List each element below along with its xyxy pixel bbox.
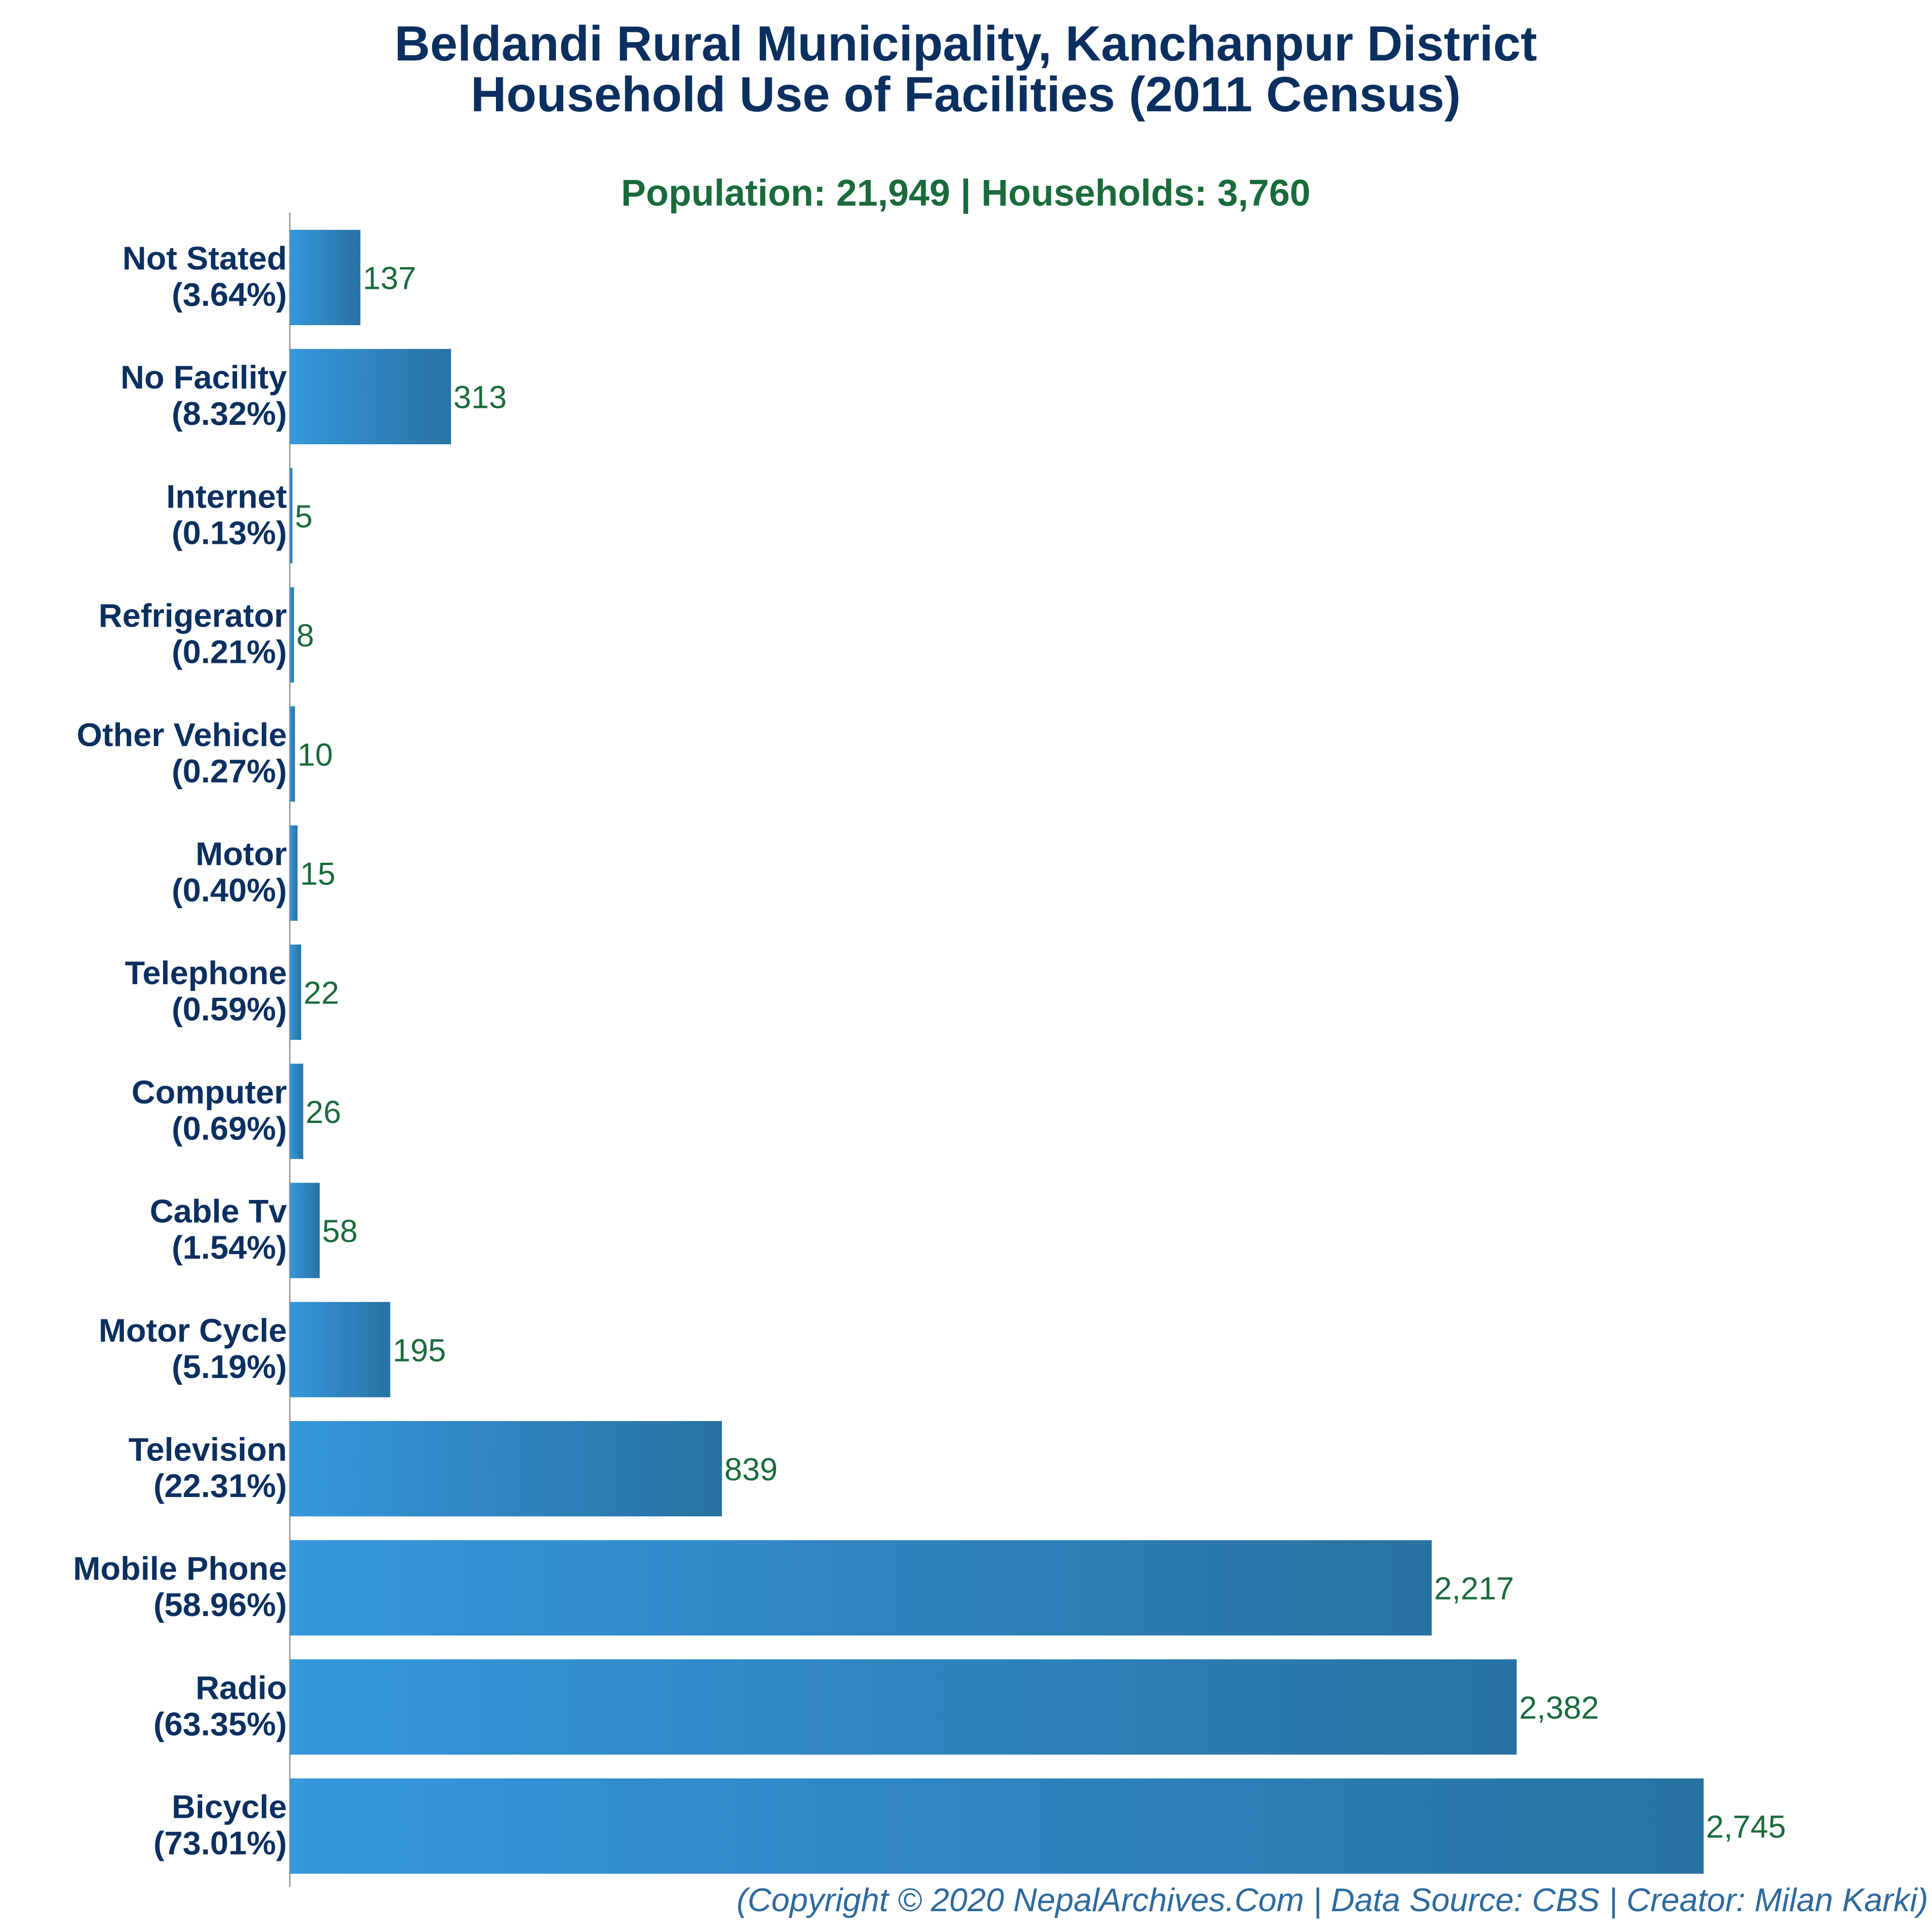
category-label: Motor bbox=[195, 836, 287, 872]
bar-television bbox=[290, 1421, 722, 1516]
chart-title-line2: Household Use of Facilities (2011 Census… bbox=[471, 67, 1461, 122]
bar-radio bbox=[290, 1659, 1517, 1755]
value-label: 26 bbox=[306, 1094, 341, 1130]
category-label: Other Vehicle bbox=[76, 717, 287, 753]
category-label: Television bbox=[128, 1431, 287, 1468]
value-label: 2,745 bbox=[1706, 1809, 1786, 1844]
bar-not-stated bbox=[290, 230, 360, 325]
bar-other-vehicle bbox=[290, 706, 295, 802]
bar-bicycle bbox=[290, 1778, 1704, 1874]
bar-motor bbox=[290, 825, 298, 921]
category-label: Not Stated bbox=[122, 240, 287, 277]
category-label: Radio bbox=[195, 1669, 287, 1706]
bar-computer bbox=[290, 1063, 303, 1159]
category-label: Internet bbox=[166, 478, 287, 515]
category-label: Bicycle bbox=[172, 1789, 287, 1826]
category-label: Motor Cycle bbox=[99, 1312, 287, 1349]
value-label: 8 bbox=[297, 617, 315, 653]
category-percent-label: (0.13%) bbox=[172, 514, 287, 551]
value-label: 5 bbox=[295, 498, 313, 534]
bar-motor-cycle bbox=[290, 1302, 390, 1397]
value-label: 195 bbox=[393, 1332, 446, 1368]
bar-no-facility bbox=[290, 349, 451, 445]
value-label: 313 bbox=[453, 379, 507, 415]
category-label: No Facility bbox=[120, 359, 287, 396]
category-percent-label: (0.59%) bbox=[172, 991, 287, 1028]
category-percent-label: (0.40%) bbox=[172, 872, 287, 909]
category-label: Telephone bbox=[125, 955, 287, 991]
value-label: 2,217 bbox=[1434, 1571, 1514, 1606]
category-percent-label: (73.01%) bbox=[153, 1825, 287, 1862]
bar-mobile-phone bbox=[290, 1540, 1432, 1636]
category-label: Mobile Phone bbox=[73, 1550, 287, 1587]
value-label: 15 bbox=[300, 856, 335, 892]
category-percent-label: (8.32%) bbox=[172, 395, 287, 432]
value-label: 2,382 bbox=[1519, 1690, 1599, 1725]
category-percent-label: (58.96%) bbox=[153, 1587, 287, 1623]
value-label: 137 bbox=[363, 260, 416, 296]
category-percent-label: (0.27%) bbox=[172, 753, 287, 790]
category-percent-label: (63.35%) bbox=[153, 1706, 287, 1742]
bar-refrigerator bbox=[290, 587, 294, 683]
value-label: 22 bbox=[303, 975, 339, 1011]
category-label: Computer bbox=[132, 1074, 287, 1110]
bars-group: 137 Not Stated(3.64%) 313 No Facility(8.32%… bbox=[73, 230, 1786, 1874]
category-percent-label: (22.31%) bbox=[153, 1468, 287, 1504]
category-percent-label: (3.64%) bbox=[172, 276, 287, 313]
bar-internet bbox=[290, 468, 293, 564]
value-label: 839 bbox=[724, 1452, 778, 1487]
category-label: Cable Tv bbox=[150, 1193, 287, 1230]
bar-telephone bbox=[290, 944, 301, 1040]
footer-credit: (Copyright © 2020 NepalArchives.Com | Da… bbox=[736, 1882, 1928, 1918]
chart-subtitle: Population: 21,949 | Households: 3,760 bbox=[621, 172, 1310, 214]
category-percent-label: (0.21%) bbox=[172, 634, 287, 671]
category-percent-label: (1.54%) bbox=[172, 1229, 287, 1266]
chart-title: Beldandi Rural Municipality, Kanchanpur … bbox=[394, 16, 1537, 71]
value-label: 10 bbox=[298, 736, 333, 772]
category-percent-label: (5.19%) bbox=[172, 1348, 287, 1385]
category-label: Refrigerator bbox=[99, 598, 287, 634]
value-label: 58 bbox=[322, 1213, 358, 1249]
category-percent-label: (0.69%) bbox=[172, 1110, 287, 1147]
bar-cable-tv bbox=[290, 1183, 320, 1278]
